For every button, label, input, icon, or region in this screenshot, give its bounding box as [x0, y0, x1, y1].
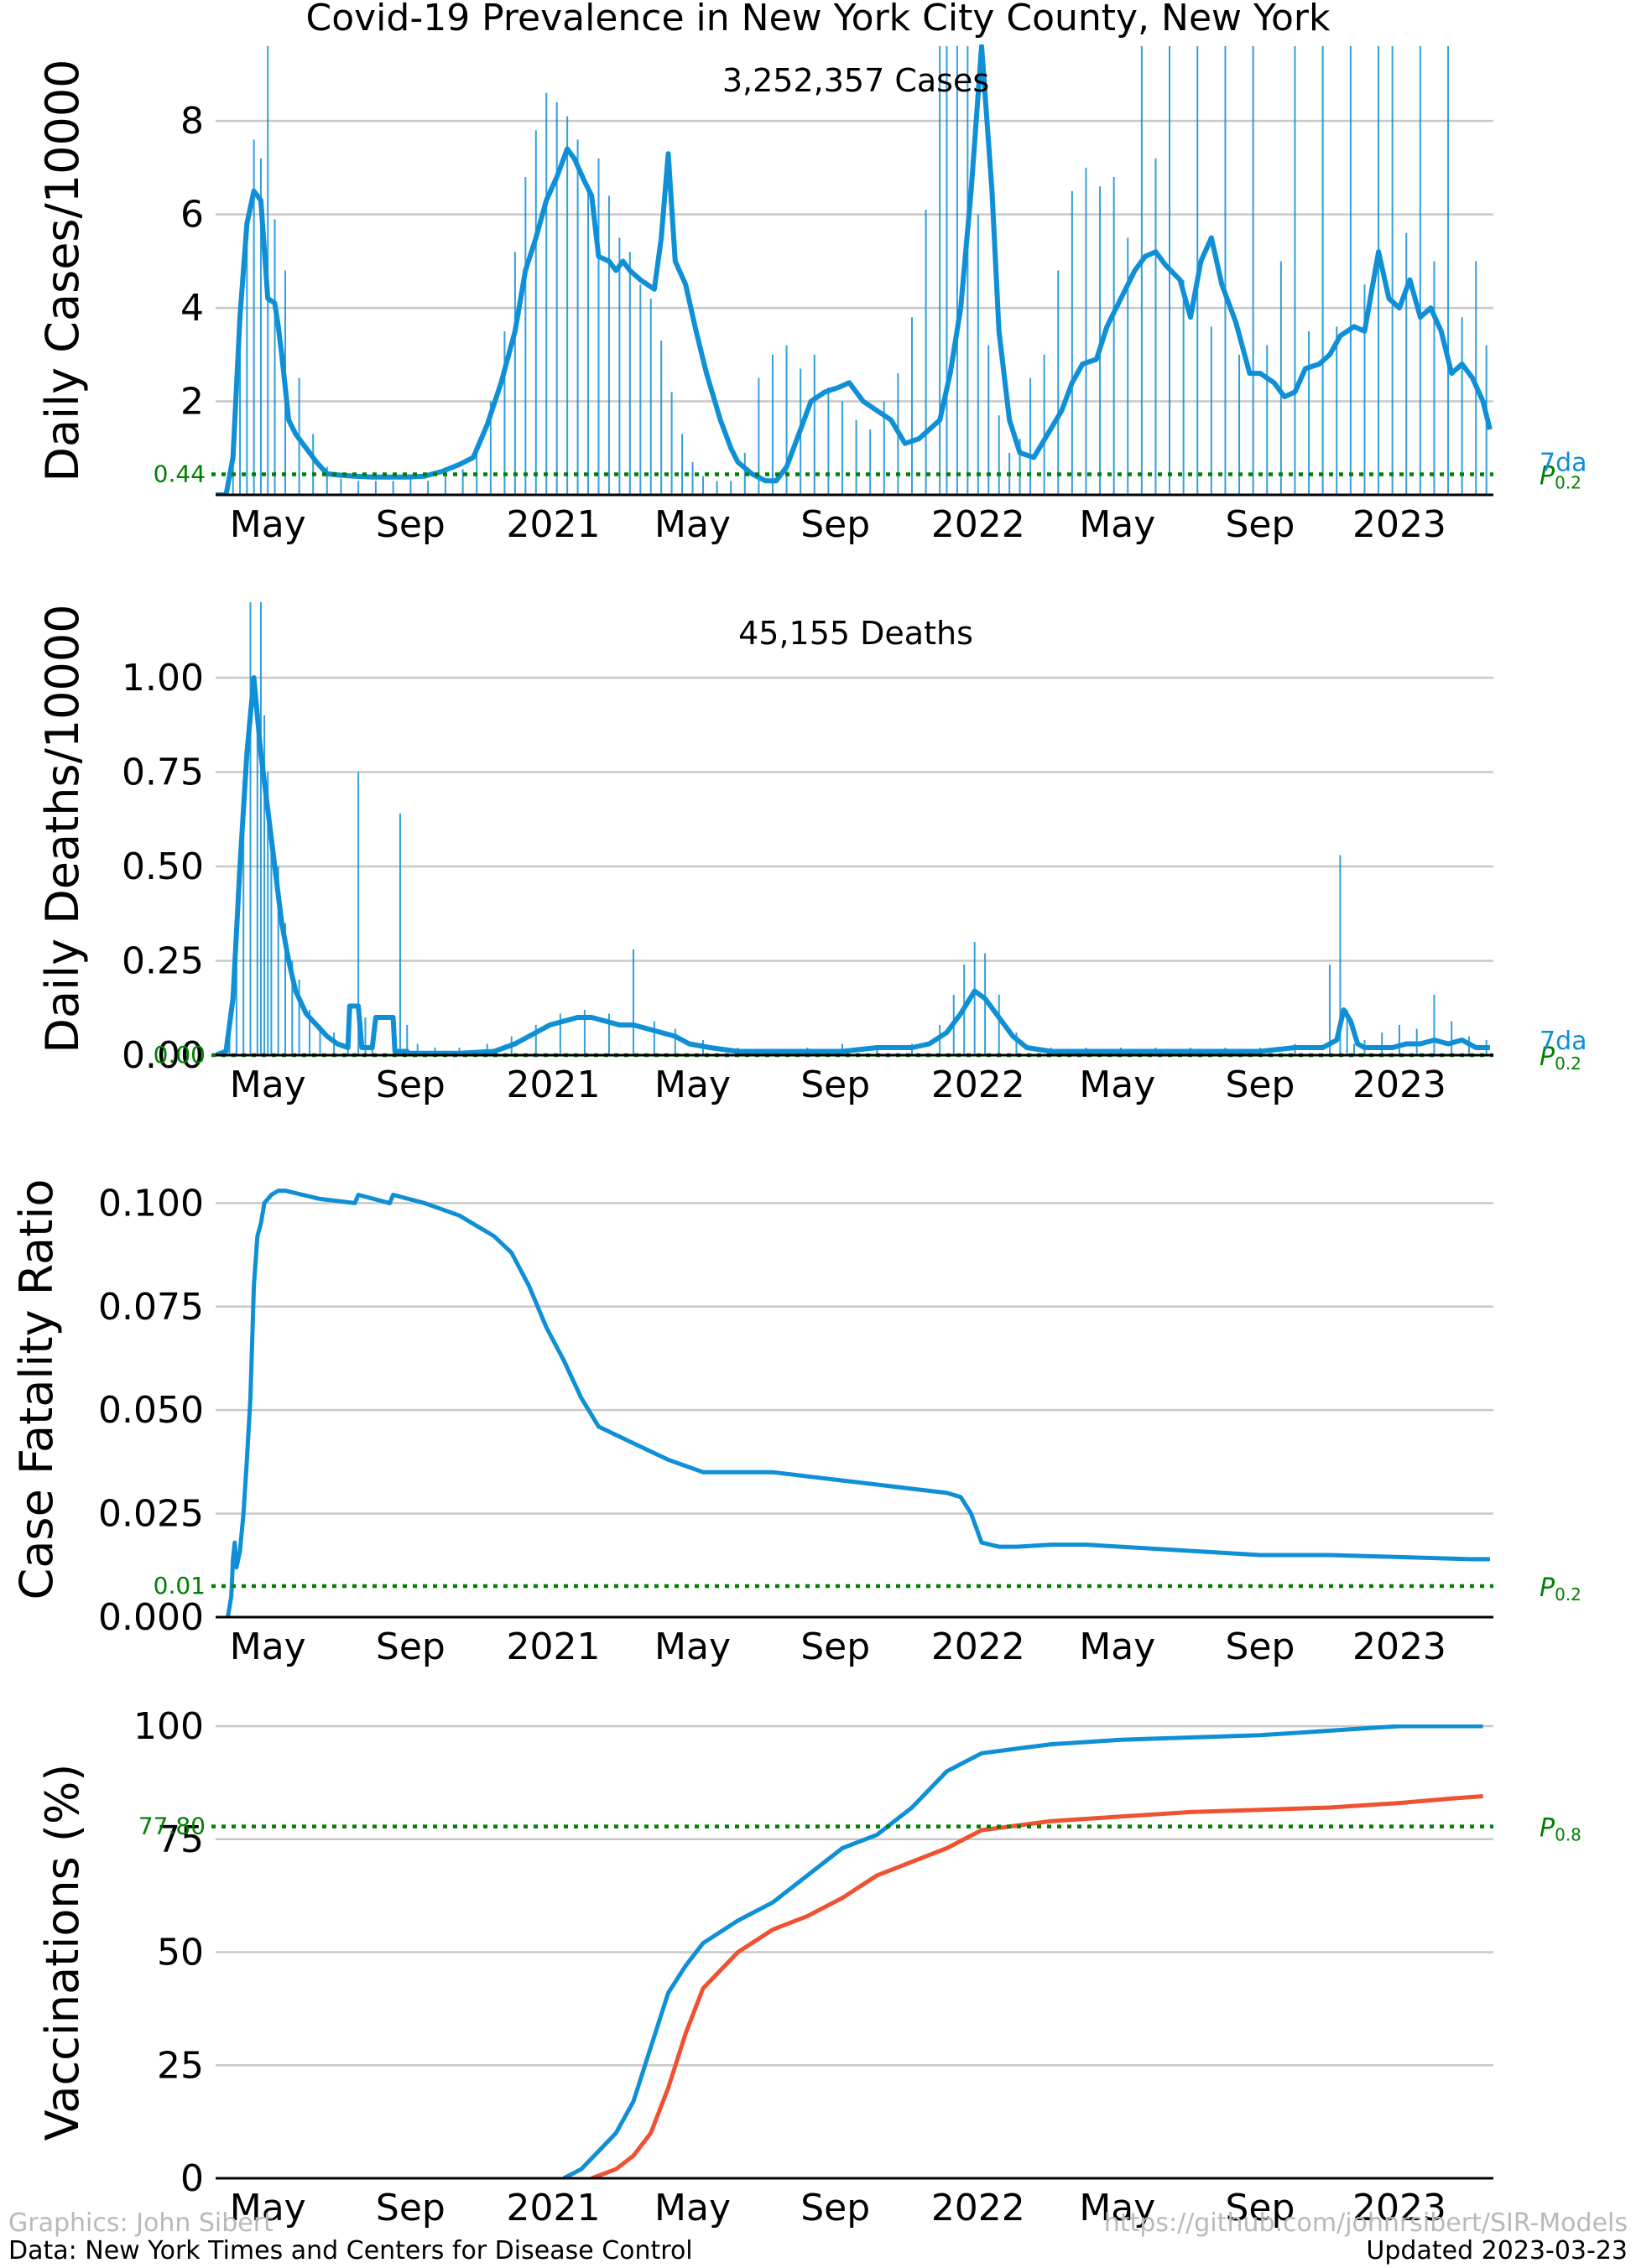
footer-data-source: Data: New York Times and Centers for Dis… — [8, 2236, 693, 2265]
x-tick-label: May — [1079, 503, 1155, 546]
x-tick-label: May — [1079, 2187, 1155, 2229]
y-tick-label: 1.00 — [122, 657, 204, 700]
x-tick-label: Sep — [800, 2187, 870, 2229]
y-axis-label: Daily Cases/10000 — [36, 59, 89, 481]
x-tick-label: Sep — [1225, 503, 1295, 546]
x-tick-label: 2022 — [931, 1626, 1025, 1668]
x-tick-label: 2022 — [931, 2187, 1025, 2229]
x-tick-label: May — [230, 1064, 306, 1106]
x-tick-label: 2022 — [931, 503, 1025, 546]
x-tick-label: Sep — [376, 1626, 445, 1668]
y-tick-label: 0.100 — [98, 1182, 204, 1225]
y-tick-label: 0.025 — [98, 1493, 204, 1536]
series-label: 7da — [1540, 1027, 1587, 1056]
y-tick-label: 100 — [133, 1705, 204, 1748]
y-axis-label: Case Fatality Ratio — [10, 1179, 63, 1600]
x-tick-label: May — [230, 503, 306, 546]
x-tick-label: 2021 — [507, 1626, 601, 1668]
panel-cfr: 0.000 0.025 0.050 0.075 0.100 0.01 P0.2 May Sep 2… — [10, 1179, 1581, 1668]
data-marks — [216, 602, 1490, 1055]
reference-p-label: P0.2 — [1540, 1574, 1581, 1605]
x-tick-label: 2023 — [1352, 1064, 1446, 1106]
panel-annotation: 45,155 Deaths — [738, 615, 973, 652]
x-tick-label: May — [654, 503, 731, 546]
x-tick-label: 2023 — [1352, 503, 1446, 546]
x-tick-label: May — [230, 1626, 306, 1668]
chart-title: Covid-19 Prevalence in New York City Cou… — [305, 0, 1331, 39]
x-tick-label: 2021 — [507, 1064, 601, 1106]
footer-url: https://github.com/johnrsibert/SIR-Model… — [1104, 2208, 1628, 2238]
y-axis-label: Daily Deaths/10000 — [36, 604, 89, 1053]
x-tick-label: 2021 — [507, 503, 601, 546]
x-tick-label: Sep — [800, 503, 870, 546]
y-tick-label: 0 — [180, 2157, 204, 2200]
x-tick-label: Sep — [1225, 1626, 1295, 1668]
y-tick-label: 0.000 — [98, 1596, 204, 1639]
data-marks — [226, 1189, 1490, 1617]
y-tick-label: 0.75 — [122, 752, 204, 794]
x-tick-label: 2022 — [931, 1064, 1025, 1106]
y-tick-label: 8 — [180, 100, 204, 143]
x-tick-label: 2023 — [1352, 1626, 1446, 1668]
reference-value-label: 0.01 — [154, 1572, 206, 1600]
y-tick-label: 50 — [157, 1932, 204, 1974]
y-tick-label: 4 — [180, 287, 204, 330]
data-marks — [562, 1724, 1483, 2178]
reference-p-label: P0.2 — [1540, 1043, 1581, 1074]
x-tick-label: May — [654, 1626, 731, 1668]
x-tick-label: May — [654, 1064, 731, 1106]
footer-graphics: Graphics: John Sibert — [8, 2208, 274, 2238]
reference-value-label: 77.80 — [138, 1813, 206, 1840]
x-tick-label: 2021 — [507, 2187, 601, 2229]
data-marks — [216, 44, 1493, 495]
y-tick-label: 0.00 — [122, 1034, 204, 1077]
x-tick-label: Sep — [376, 1064, 445, 1106]
x-tick-label: May — [230, 2187, 306, 2229]
series-line — [226, 1189, 1490, 1617]
series-line — [216, 675, 1490, 1055]
panel-annotation: 3,252,357 Cases — [722, 62, 989, 99]
y-axis-label: Vaccinations (%) — [36, 1764, 89, 2141]
series-line — [562, 1724, 1483, 2178]
y-tick-label: 0.075 — [98, 1286, 204, 1329]
y-tick-label: 0.25 — [122, 940, 204, 983]
reference-p-label: P0.8 — [1540, 1814, 1581, 1845]
x-tick-label: May — [1079, 1064, 1155, 1106]
x-tick-label: May — [654, 2187, 731, 2229]
x-tick-label: Sep — [800, 1626, 870, 1668]
series-line — [591, 1794, 1483, 2178]
panel-vaccinations: 0 25 50 75 100 77.80 P0.8 May Sep 2021 May Sep 2022 M… — [36, 1705, 1581, 2229]
x-tick-label: Sep — [800, 1064, 870, 1106]
x-tick-label: Sep — [376, 2187, 445, 2229]
x-tick-label: Sep — [1225, 1064, 1295, 1106]
y-tick-label: 25 — [157, 2044, 204, 2087]
y-tick-label: 75 — [157, 1818, 204, 1861]
x-tick-label: 2023 — [1352, 2187, 1446, 2229]
y-tick-label: 0.050 — [98, 1389, 204, 1432]
x-tick-label: May — [1079, 1626, 1155, 1668]
series-line — [216, 44, 1493, 495]
x-tick-label: Sep — [376, 503, 445, 546]
y-tick-label: 6 — [180, 194, 204, 237]
y-tick-label: 2 — [180, 381, 204, 424]
footer-updated: Updated 2023-03-23 — [1366, 2236, 1628, 2265]
reference-value-label: 0.44 — [154, 460, 206, 487]
reference-value-label: 0.00 — [154, 1041, 206, 1069]
series-label: 7da — [1540, 448, 1587, 477]
reference-p-label: P0.2 — [1540, 461, 1581, 492]
x-tick-label: Sep — [1225, 2187, 1295, 2229]
y-tick-label: 0.50 — [122, 845, 204, 888]
